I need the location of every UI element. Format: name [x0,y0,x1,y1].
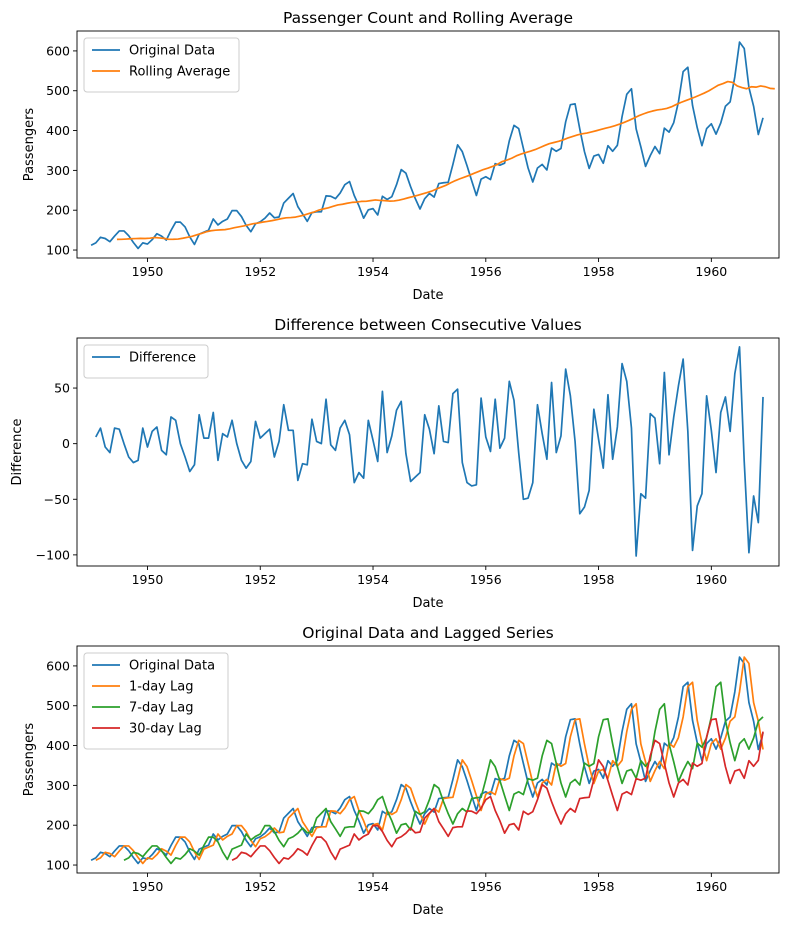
legend-label: 1-day Lag [129,680,193,695]
legend: Difference [83,344,209,379]
y-tick-label: 200 [46,203,70,218]
y-tick-label: 100 [46,858,70,873]
x-tick-label: 1956 [470,879,502,894]
x-tick-label: 1958 [583,264,615,279]
x-tick-label: 1956 [470,264,502,279]
legend-label: 7-day Lag [129,701,193,716]
series-line-7-day-lag [123,681,764,865]
series-line-difference [95,346,764,557]
x-tick-label: 1960 [695,264,727,279]
y-tick-label: 100 [46,243,70,258]
x-tick-label: 1960 [695,572,727,587]
x-tick-label: 1952 [244,572,276,587]
legend-label: Original Data [129,659,215,674]
legend-box [83,652,229,750]
legend: Original Data Rolling Average [83,37,240,93]
y-axis-label: Passengers [22,723,37,797]
chart-title: Original Data and Lagged Series [302,624,553,642]
y-tick-label: 400 [46,738,70,753]
series-line-30-day-lag [231,718,764,865]
x-tick-label: 1960 [695,879,727,894]
x-tick-label: 1954 [357,572,389,587]
axes-frame [76,30,780,259]
x-tick-label: 1950 [132,572,164,587]
plot-area [90,656,764,865]
y-tick-label: 50 [54,381,70,396]
legend-box [83,344,209,379]
axes-frame [76,337,780,567]
y-tick-label: 400 [46,123,70,138]
x-axis-label: Date [412,903,443,918]
x-tick-label: 1954 [357,879,389,894]
y-tick-label: −50 [44,492,70,507]
x-tick-label: 1954 [357,264,389,279]
x-tick-label: 1958 [583,879,615,894]
y-axis-label: Difference [10,418,25,485]
legend-box [83,37,240,93]
chart-1: Passenger Count and Rolling Average 1950 1… [22,9,780,303]
x-tick-label: 1956 [470,572,502,587]
series-line-rolling-average [116,80,775,241]
chart-title: Difference between Consecutive Values [274,316,582,334]
chart-2: Difference between Consecutive Values 195… [10,316,780,611]
y-tick-label: 500 [46,83,70,98]
x-tick-label: 1952 [244,264,276,279]
y-axis-label: Passengers [22,108,37,182]
y-tick-label: 200 [46,818,70,833]
y-tick-label: 600 [46,43,70,58]
y-tick-label: −100 [36,547,70,562]
legend-label: 30-day Lag [129,722,202,737]
legend: Original Data 1-day Lag 7-day Lag 30-day La… [83,652,229,750]
y-tick-label: 600 [46,658,70,673]
x-tick-label: 1950 [132,879,164,894]
plot-area [90,41,775,250]
x-axis-label: Date [412,288,443,303]
y-tick-label: 300 [46,778,70,793]
legend-label: Rolling Average [129,65,230,80]
y-tick-label: 0 [62,436,70,451]
legend-label: Difference [129,351,196,366]
chart-title: Passenger Count and Rolling Average [283,9,573,27]
x-axis-label: Date [412,596,443,611]
y-tick-label: 300 [46,163,70,178]
axes-frame [76,645,780,874]
plot-area [95,346,764,557]
x-tick-label: 1958 [583,572,615,587]
x-tick-label: 1952 [244,879,276,894]
legend-label: Original Data [129,44,215,59]
chart-3: Original Data and Lagged Series 1950 1952 1… [22,624,780,918]
y-tick-label: 500 [46,698,70,713]
x-tick-label: 1950 [132,264,164,279]
